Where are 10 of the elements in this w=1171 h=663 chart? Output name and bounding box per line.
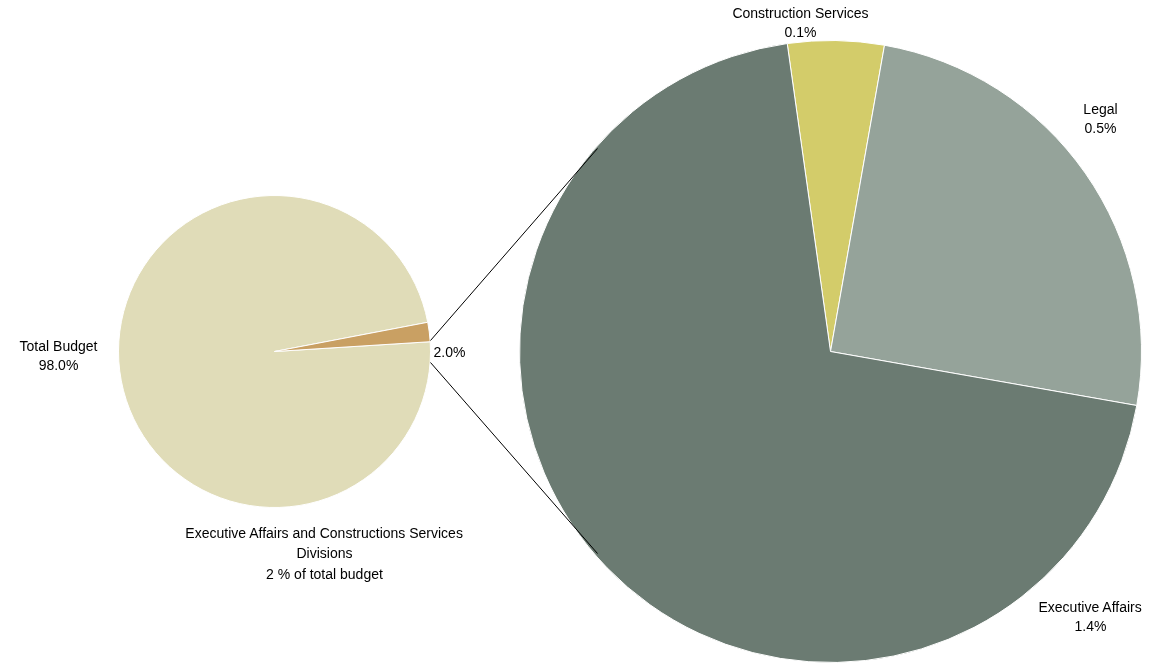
slice-label: Total Budget: [19, 337, 98, 354]
data-label: 98.0%: [38, 357, 79, 374]
slice-label: Executive Affairs: [1038, 598, 1142, 615]
data-label: 0.1%: [784, 24, 817, 41]
slice-label: Legal: [1083, 100, 1118, 117]
data-label: 2.0%: [433, 343, 466, 360]
data-label: 1.4%: [1074, 618, 1107, 635]
data-label: 0.5%: [1084, 120, 1117, 137]
text: Executive Affairs and Constructions Services Divisions 2 % of total budget: [185, 524, 463, 583]
slice-label: Construction Services: [732, 4, 869, 21]
